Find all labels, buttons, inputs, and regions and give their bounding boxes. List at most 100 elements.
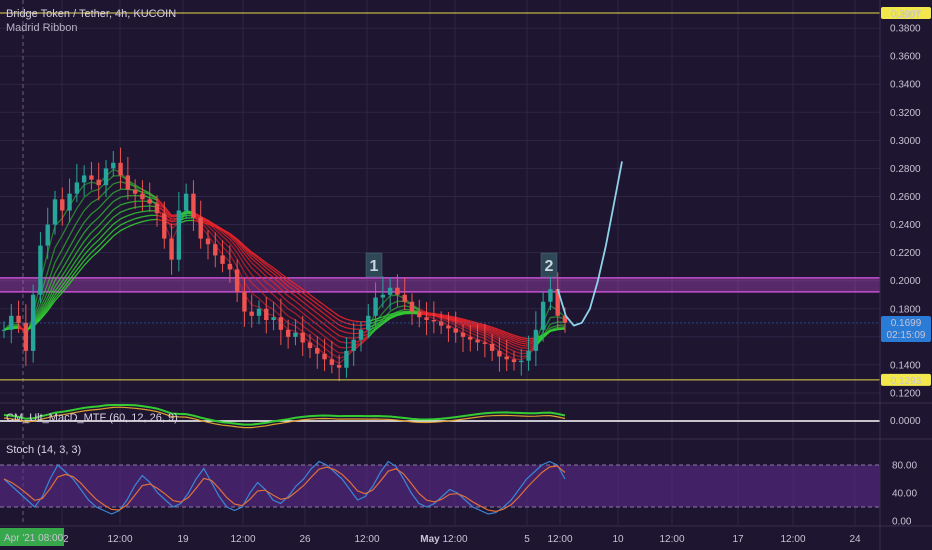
price-tick-label: 0.3800: [890, 24, 921, 35]
ribbon-line: [441, 315, 449, 319]
ribbon-line: [258, 258, 267, 266]
ribbon-line: [346, 322, 354, 326]
candle-body: [227, 263, 233, 270]
ribbon-line: [316, 336, 325, 344]
price-tick-label: 0.3400: [890, 80, 921, 91]
ribbon-line: [506, 350, 515, 356]
candle-body: [256, 308, 262, 316]
candle-body: [89, 175, 94, 180]
ribbon-line: [521, 347, 529, 349]
stoch-tick-label: 0.00: [892, 517, 912, 528]
ribbon-line: [499, 332, 507, 337]
ribbon-line: [287, 278, 296, 285]
ribbon-line: [273, 269, 282, 277]
ribbon-line: [91, 207, 100, 215]
ribbon-line: [287, 301, 296, 308]
ribbon-line: [287, 308, 296, 315]
ribbon-line: [83, 246, 92, 256]
ribbon-line: [163, 210, 172, 218]
ribbon-line: [258, 261, 267, 269]
ribbon-line: [491, 338, 500, 345]
ribbon-line: [491, 328, 500, 333]
ribbon-line: [426, 313, 434, 316]
ribbon-line: [462, 323, 471, 328]
ribbon-line: [98, 243, 107, 252]
ribbon-line: [69, 221, 78, 236]
ribbon-line: [214, 229, 224, 237]
candle-body: [315, 348, 320, 354]
ribbon-line: [258, 256, 267, 264]
ribbon-line: [76, 248, 85, 260]
ribbon-line: [222, 229, 231, 235]
ribbon-line: [222, 235, 231, 244]
ribbon-line: [499, 329, 507, 334]
ribbon-line: [61, 269, 71, 282]
time-tick-label: 12:00: [780, 534, 805, 545]
ribbon-line: [207, 229, 216, 239]
madrid-ribbon: [3, 168, 566, 365]
current-price-tag-text: 0.1699: [891, 318, 922, 329]
ribbon-line: [433, 314, 442, 317]
ribbon-line: [295, 283, 304, 290]
ribbon-line: [69, 243, 78, 257]
time-tick-label: 12:00: [107, 534, 132, 545]
ribbon-line: [54, 249, 63, 263]
ribbon-line: [309, 297, 318, 305]
ribbon-line: [214, 225, 223, 231]
ribbon-line: [331, 329, 340, 337]
ribbon-line: [54, 260, 63, 274]
ribbon-line: [200, 216, 209, 221]
candle-body: [9, 315, 14, 330]
ribbon-line: [251, 255, 260, 263]
ribbon-line: [91, 188, 99, 193]
ribbon-line: [484, 335, 493, 341]
ribbon-line: [265, 296, 274, 303]
ribbon-line: [375, 316, 384, 320]
ribbon-line: [331, 353, 340, 359]
ribbon-line: [309, 302, 318, 309]
ribbon-line: [273, 308, 282, 317]
ribbon-line: [61, 235, 71, 250]
ribbon-line: [389, 314, 398, 319]
time-tick-label: 24: [849, 534, 861, 545]
zone-fill: [0, 277, 880, 292]
ribbon-line: [105, 209, 114, 219]
ribbon-line: [273, 287, 282, 296]
candle-body: [271, 317, 276, 320]
ribbon-line: [98, 224, 107, 234]
ribbon-line: [309, 318, 318, 326]
ribbon-line: [112, 211, 121, 218]
candle-body: [489, 343, 495, 351]
ribbon-line: [251, 304, 260, 308]
ribbon-line: [324, 324, 333, 331]
ribbon-line: [61, 283, 71, 293]
ribbon-line: [229, 238, 238, 249]
ribbon-line: [120, 215, 129, 220]
ribbon-line: [331, 310, 340, 317]
candle-body: [176, 210, 182, 260]
ribbon-line: [105, 183, 114, 192]
ribbon-line: [499, 330, 507, 335]
ribbon-line: [54, 292, 63, 302]
ribbon-line: [287, 295, 296, 302]
candle-body: [468, 336, 473, 340]
ribbon-line: [506, 333, 515, 338]
ribbon-line: [455, 317, 464, 321]
ribbon-line: [375, 320, 384, 325]
ribbon-line: [265, 264, 274, 271]
candle-body: [424, 317, 429, 320]
annotation-2-box: [540, 252, 558, 278]
ribbon-line: [382, 315, 391, 320]
ribbon-line: [331, 335, 340, 342]
candle-body: [526, 350, 531, 361]
ribbon-line: [54, 268, 63, 282]
ribbon-line: [47, 247, 56, 273]
ribbon-line: [98, 208, 107, 218]
candle-body: [380, 294, 386, 298]
stoch-tick-label: 40.00: [892, 489, 917, 500]
ribbon-line: [47, 286, 56, 302]
ribbon-line: [331, 341, 340, 348]
ribbon-line: [360, 335, 369, 341]
